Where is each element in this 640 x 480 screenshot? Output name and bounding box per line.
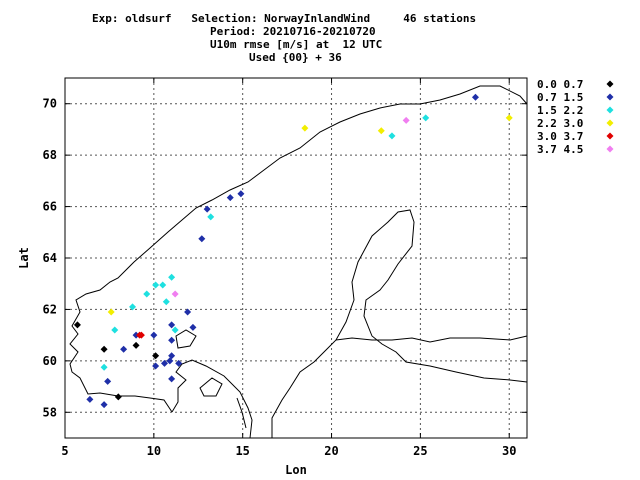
station-point <box>171 290 179 298</box>
station-point <box>171 326 179 334</box>
y-tick-label: 68 <box>43 148 57 162</box>
station-point <box>301 124 309 132</box>
station-point <box>388 132 396 140</box>
station-point <box>422 114 430 122</box>
legend-label: 3.0 3.7 <box>537 130 583 143</box>
station-point <box>161 359 169 367</box>
chart-title-line-4: Used {00} + 36 <box>249 51 342 64</box>
station-point <box>203 205 211 213</box>
x-tick-label: 15 <box>235 444 249 458</box>
y-tick-label: 70 <box>43 97 57 111</box>
coastline-map <box>69 85 528 439</box>
station-point <box>129 303 137 311</box>
x-tick-label: 25 <box>413 444 427 458</box>
station-point <box>162 298 170 306</box>
station-point <box>100 363 108 371</box>
legend-marker <box>606 132 614 140</box>
axis-ticks: 5 10 15 20 25 30 58 60 62 64 66 68 70 <box>43 78 527 458</box>
legend-marker <box>606 145 614 153</box>
station-point <box>207 213 215 221</box>
x-tick-label: 5 <box>61 444 68 458</box>
station-point <box>505 114 513 122</box>
station-point <box>168 375 176 383</box>
station-point <box>152 281 160 289</box>
x-tick-label: 30 <box>502 444 516 458</box>
station-point <box>168 273 176 281</box>
station-point <box>175 359 183 367</box>
station-point <box>159 281 167 289</box>
station-point <box>104 377 112 385</box>
station-point <box>168 352 176 360</box>
y-axis-label: Lat <box>17 247 31 269</box>
legend-marker <box>606 93 614 101</box>
station-point <box>111 326 119 334</box>
station-point <box>237 190 245 198</box>
chart-title-line-1: Exp: oldsurf Selection: NorwayInlandWind… <box>92 12 477 25</box>
station-point <box>198 235 206 243</box>
data-points <box>73 93 513 409</box>
station-point <box>377 127 385 135</box>
station-point <box>471 93 479 101</box>
y-tick-label: 58 <box>43 405 57 419</box>
y-tick-label: 66 <box>43 200 57 214</box>
y-tick-label: 60 <box>43 354 57 368</box>
station-point <box>143 290 151 298</box>
legend-label: 0.0 0.7 <box>537 78 583 91</box>
station-point <box>152 352 160 360</box>
station-point <box>168 321 176 329</box>
x-tick-label: 20 <box>324 444 338 458</box>
station-point <box>402 116 410 124</box>
x-tick-label: 10 <box>147 444 161 458</box>
station-point <box>86 395 94 403</box>
legend-marker <box>606 80 614 88</box>
y-tick-label: 64 <box>43 251 57 265</box>
legend-marker <box>606 106 614 114</box>
station-point <box>226 194 234 202</box>
station-point <box>152 362 160 370</box>
station-point <box>100 401 108 409</box>
legend-label: 0.7 1.5 <box>537 91 583 104</box>
station-point <box>120 345 128 353</box>
chart-title-line-2: Period: 20210716-20210720 <box>210 25 376 38</box>
grid-lines <box>65 78 527 438</box>
chart-title-line-3: U10m rmse [m/s] at 12 UTC <box>210 38 383 51</box>
legend-label: 3.7 4.5 <box>537 143 583 156</box>
legend-label: 2.2 3.0 <box>537 117 583 130</box>
station-point <box>107 308 115 316</box>
station-point <box>73 321 81 329</box>
station-point <box>168 336 176 344</box>
legend-label: 1.5 2.2 <box>537 104 583 117</box>
station-point <box>132 341 140 349</box>
station-point <box>114 393 122 401</box>
y-tick-label: 62 <box>43 302 57 316</box>
station-point <box>136 331 144 339</box>
legend: 0.0 0.70.7 1.51.5 2.22.2 3.03.0 3.73.7 4… <box>537 78 614 156</box>
station-point <box>150 331 158 339</box>
legend-marker <box>606 119 614 127</box>
x-axis-label: Lon <box>285 463 307 477</box>
station-point <box>189 323 197 331</box>
station-point <box>184 308 192 316</box>
station-point <box>100 345 108 353</box>
station-point <box>132 331 140 339</box>
